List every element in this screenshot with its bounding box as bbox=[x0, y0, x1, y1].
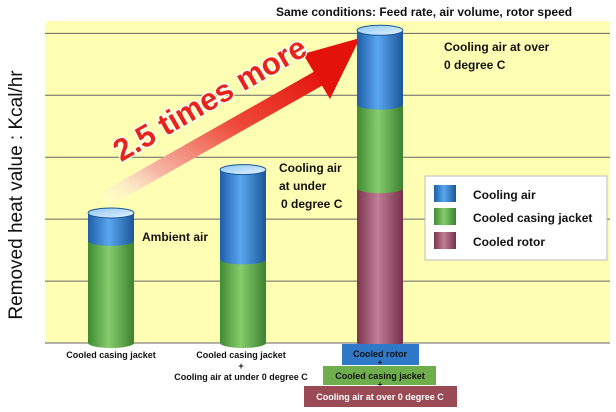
legend-label-cooled-casing-jacket: Cooled casing jacket bbox=[473, 211, 592, 225]
y-axis-label: Removed heat value : Kcal/hr bbox=[6, 70, 27, 320]
bar-3-segment-cooling-air bbox=[357, 25, 404, 110]
bar-1 bbox=[87, 207, 135, 348]
annotation-under-line-1: Cooling air bbox=[279, 161, 342, 175]
bar-2-top bbox=[219, 164, 267, 176]
bar-1-top bbox=[87, 207, 135, 219]
category-1-line-1: Cooled casing jacket bbox=[66, 350, 156, 360]
bar-3 bbox=[356, 24, 404, 348]
category-3-box-cooled-casing-jacket bbox=[323, 366, 436, 385]
annotation-ambient-air-text: Ambient air bbox=[142, 230, 208, 244]
bar-3-segment-cooled-casing-jacket bbox=[357, 99, 404, 194]
category-3-line-2: Cooled casing jacket bbox=[335, 371, 425, 381]
category-2-plus: + bbox=[238, 361, 243, 371]
legend-swatch-cooled-casing-jacket bbox=[434, 208, 456, 225]
legend-swatch-cooling-air bbox=[434, 185, 456, 202]
bar-2 bbox=[219, 164, 267, 348]
bar-3-segment-cooled-rotor bbox=[357, 183, 403, 348]
category-label-3: Cooled rotor + Cooled casing jacket + Co… bbox=[304, 344, 457, 407]
arrow-head bbox=[303, 38, 360, 99]
annotation-cooling-air-under-bg bbox=[274, 158, 354, 214]
bar-2-segment-cooling-air bbox=[220, 164, 266, 265]
bars bbox=[87, 24, 404, 348]
annotation-cooling-air-over-bg bbox=[428, 37, 558, 75]
category-label-1: Cooled casing jacket bbox=[66, 350, 156, 360]
category-2-line-1: Cooled casing jacket bbox=[196, 350, 286, 360]
annotation-over-line-1: Cooling air at over bbox=[444, 40, 550, 54]
legend: Cooling air Cooled casing jacket Cooled … bbox=[424, 175, 608, 261]
category-3-box-cooled-rotor bbox=[342, 344, 419, 365]
category-3-line-3: Cooling air at over 0 degree C bbox=[316, 392, 444, 402]
annotation-cooling-air-under: Cooling air at under 0 degree C bbox=[274, 158, 354, 214]
annotation-ambient-air-bg bbox=[139, 225, 217, 247]
annotation-under-line-3: 0 degree C bbox=[281, 197, 343, 211]
category-3-plus-2: + bbox=[378, 380, 383, 389]
category-3-box-cooling-air-over bbox=[304, 386, 457, 407]
category-3-line-1: Cooled rotor bbox=[353, 349, 407, 359]
annotation-cooling-air-over-text: Cooling air at over 0 degree C bbox=[444, 40, 553, 72]
annotation-cooling-air-under-text: Cooling air at under 0 degree C bbox=[279, 161, 345, 211]
category-3-plus-1: + bbox=[378, 358, 383, 367]
increase-arrow bbox=[100, 38, 360, 207]
annotation-cooling-air-over: Cooling air at over 0 degree C bbox=[428, 37, 558, 75]
chart-subtitle: Same conditions: Feed rate, air volume, … bbox=[276, 5, 572, 19]
annotation-under-line-2: at under bbox=[279, 179, 327, 193]
bar-2-segment-cooled-casing-jacket bbox=[220, 254, 266, 348]
bar-3-top bbox=[356, 24, 404, 36]
legend-label-cooling-air: Cooling air bbox=[473, 188, 536, 202]
category-label-2: Cooled casing jacket + Cooling air at un… bbox=[174, 350, 308, 382]
annotation-ambient-air: Ambient air bbox=[139, 225, 217, 247]
category-2-line-2: Cooling air at under 0 degree C bbox=[174, 372, 308, 382]
bar-1-segment-cooled-casing-jacket bbox=[88, 235, 134, 348]
legend-swatch-cooled-rotor bbox=[434, 232, 456, 249]
arrow-shaft bbox=[100, 70, 325, 207]
legend-label-cooled-rotor: Cooled rotor bbox=[473, 235, 545, 249]
gridlines bbox=[45, 32, 610, 282]
annotation-over-line-2: 0 degree C bbox=[444, 58, 506, 72]
